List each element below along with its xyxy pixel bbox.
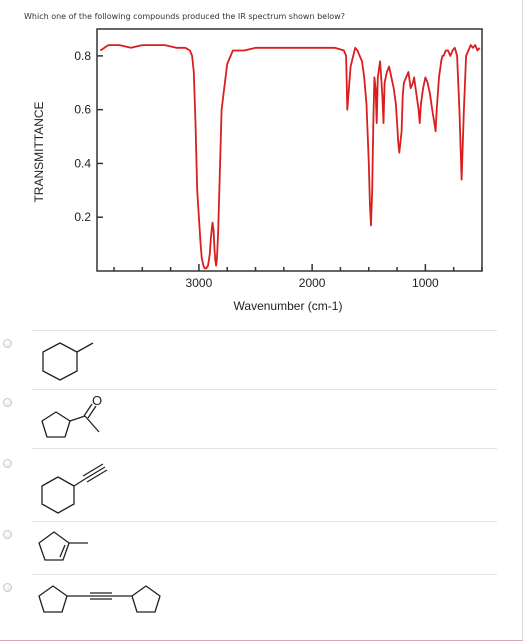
option-divider <box>32 521 497 522</box>
option-d[interactable] <box>0 522 523 574</box>
x-tick-label: 1000 <box>412 276 439 290</box>
option-divider <box>32 448 497 449</box>
option-e[interactable] <box>0 575 523 635</box>
y-tick-label: 0.4 <box>74 156 91 170</box>
option-c-structure <box>41 463 108 514</box>
option-c[interactable] <box>0 449 523 521</box>
option-b-structure: O <box>41 393 102 438</box>
option-e-structure <box>38 585 161 613</box>
y-tick-label: 0.2 <box>74 210 91 224</box>
y-ticks: 0.8 0.6 0.4 0.2 <box>74 49 103 224</box>
question-text: Which one of the following compounds pro… <box>24 12 345 21</box>
option-d-structure <box>38 531 88 561</box>
option-d-radio[interactable] <box>3 530 12 539</box>
y-tick-label: 0.8 <box>74 49 91 63</box>
option-divider <box>32 574 497 575</box>
ir-spectrum-chart: TRANSMITTANCE 0.80.60.40.2 3000 2000 1000 … <box>32 28 483 313</box>
spectrum-line <box>99 44 481 270</box>
option-a[interactable] <box>0 331 523 389</box>
y-axis-label: TRANSMITTANCE <box>32 101 46 202</box>
option-a-radio[interactable] <box>3 339 12 348</box>
y-tick-label: 0.6 <box>74 103 91 117</box>
option-divider <box>32 389 497 390</box>
x-tick-label: 3000 <box>186 276 213 290</box>
option-c-radio[interactable] <box>3 459 12 468</box>
plot-frame <box>96 28 483 272</box>
option-divider <box>32 330 497 331</box>
x-ticks: 3000 2000 1000 <box>113 264 483 290</box>
x-axis-label: Wavenumber (cm-1) <box>234 299 343 313</box>
x-tick-label: 2000 <box>299 276 326 290</box>
option-e-radio[interactable] <box>3 583 12 592</box>
option-a-structure <box>42 342 94 381</box>
option-b-radio[interactable] <box>3 398 12 407</box>
oxygen-label: O <box>92 393 102 408</box>
option-b[interactable]: O <box>0 390 523 448</box>
